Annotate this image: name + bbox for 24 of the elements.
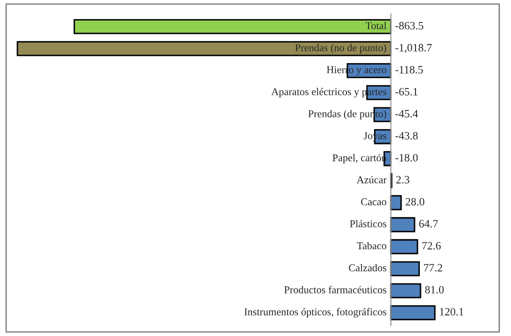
data-label: -1,018.7 (395, 44, 432, 54)
data-label: -18.0 (395, 154, 418, 162)
data-label: 81.0 (425, 286, 444, 294)
y-tick-label: Plásticos (350, 220, 386, 228)
y-tick-label: Productos farmacéuticos (284, 286, 386, 294)
data-label: 2.3 (396, 176, 410, 184)
data-label: -863.5 (395, 22, 424, 30)
data-label: -65.1 (395, 88, 418, 96)
y-tick-label: Calzados (348, 264, 386, 272)
y-tick-label: Azúcar (356, 176, 387, 184)
data-label: 64.7 (419, 220, 438, 228)
data-label: 120.1 (440, 308, 464, 316)
data-label: -43.8 (395, 132, 418, 140)
y-tick-label: Prendas (no de punto) (295, 44, 386, 54)
data-label: 72.6 (422, 242, 441, 250)
y-tick-label: Instrumentos ópticos, fotográficos (244, 308, 386, 318)
y-tick-label: Tabaco (356, 242, 386, 250)
y-tick-label: Cacao (361, 198, 386, 206)
y-tick-label: Total (366, 22, 386, 30)
data-label: -45.4 (395, 110, 418, 118)
data-label: -118.5 (395, 66, 423, 74)
y-tick-label: Joyas (364, 132, 386, 142)
data-label: 28.0 (406, 198, 424, 206)
data-label: 77.2 (424, 264, 442, 272)
